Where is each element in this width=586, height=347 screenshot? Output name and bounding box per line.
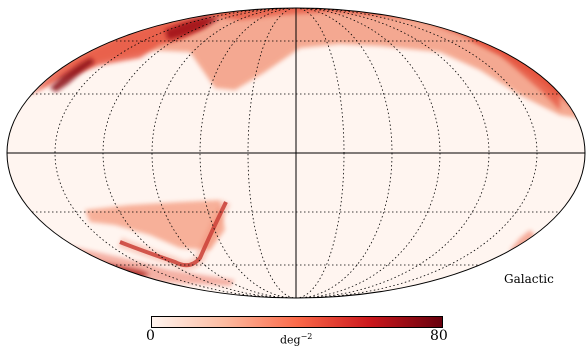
coordinate-system-label: Galactic [504,272,554,286]
map-outline [6,7,586,299]
unit-base: deg [280,333,301,347]
colorbar-max-label: 80 [430,328,448,344]
colorbar-min-label: 0 [146,328,155,344]
colorbar [151,316,443,328]
dense-streak-left [50,58,95,92]
dense-streak-top [165,16,220,40]
unit-exponent: −2 [300,332,313,341]
southern-patch [85,200,225,250]
northern-band-left [30,18,210,95]
colorbar-unit-label: deg−2 [280,332,312,347]
